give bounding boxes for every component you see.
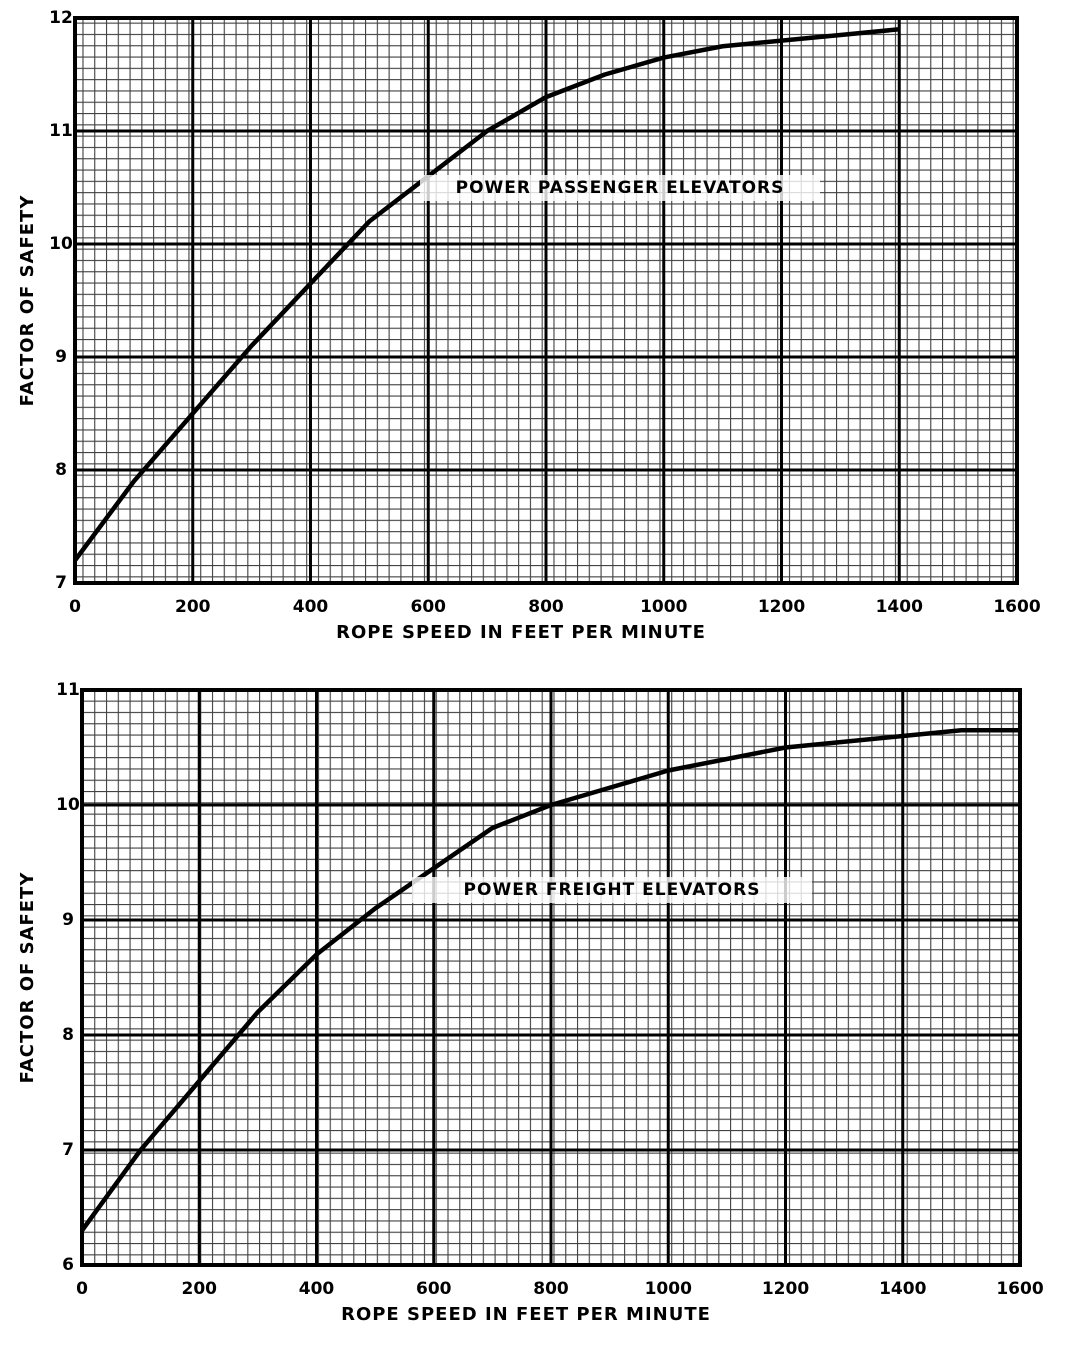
plot-frame (80, 688, 1022, 1267)
x-tick-label: 400 (299, 1279, 335, 1299)
curve (73, 27, 900, 562)
x-tick-label: 1400 (876, 597, 923, 617)
y-tick-label: 11 (56, 680, 80, 700)
annotation-background (420, 175, 820, 201)
x-axis-label: ROPE SPEED IN FEET PER MINUTE (341, 1304, 711, 1325)
x-tick-label: 800 (533, 1279, 569, 1299)
y-tick-label: 9 (55, 347, 67, 367)
y-tick-label: 11 (49, 121, 73, 141)
x-tick-label: 600 (416, 1279, 452, 1299)
x-tick-label: 1600 (993, 597, 1040, 617)
y-tick-label: 8 (55, 460, 67, 480)
x-tick-label: 1600 (996, 1279, 1043, 1299)
y-tick-label: 8 (62, 1025, 74, 1045)
annotation: POWER PASSENGER ELEVATORS (456, 178, 785, 198)
x-tick-label: 400 (293, 597, 329, 617)
y-tick-label: 10 (56, 795, 80, 815)
x-tick-label: 1200 (762, 1279, 809, 1299)
x-tick-label: 1000 (640, 597, 687, 617)
x-tick-label: 800 (528, 597, 564, 617)
x-axis-label: ROPE SPEED IN FEET PER MINUTE (336, 622, 706, 643)
x-tick-label: 1200 (758, 597, 805, 617)
y-tick-label: 7 (62, 1140, 74, 1160)
x-tick-label: 600 (411, 597, 447, 617)
y-axis-label: FACTOR OF SAFETY (17, 872, 38, 1084)
x-tick-label: 1000 (645, 1279, 692, 1299)
annotation: POWER FREIGHT ELEVATORS (464, 880, 761, 900)
x-tick-label: 200 (175, 597, 211, 617)
x-tick-label: 0 (69, 597, 81, 617)
y-tick-label: 12 (49, 8, 73, 28)
x-tick-label: 0 (76, 1279, 88, 1299)
annotation-background (412, 877, 812, 903)
y-tick-label: 10 (49, 234, 73, 254)
y-tick-label: 6 (62, 1255, 74, 1275)
x-tick-label: 200 (182, 1279, 218, 1299)
y-axis-label: FACTOR OF SAFETY (17, 195, 38, 407)
y-tick-label: 9 (62, 910, 74, 930)
plot-frame (73, 16, 1019, 585)
y-tick-label: 7 (55, 573, 67, 593)
curve (80, 728, 1020, 1232)
x-tick-label: 1400 (879, 1279, 926, 1299)
